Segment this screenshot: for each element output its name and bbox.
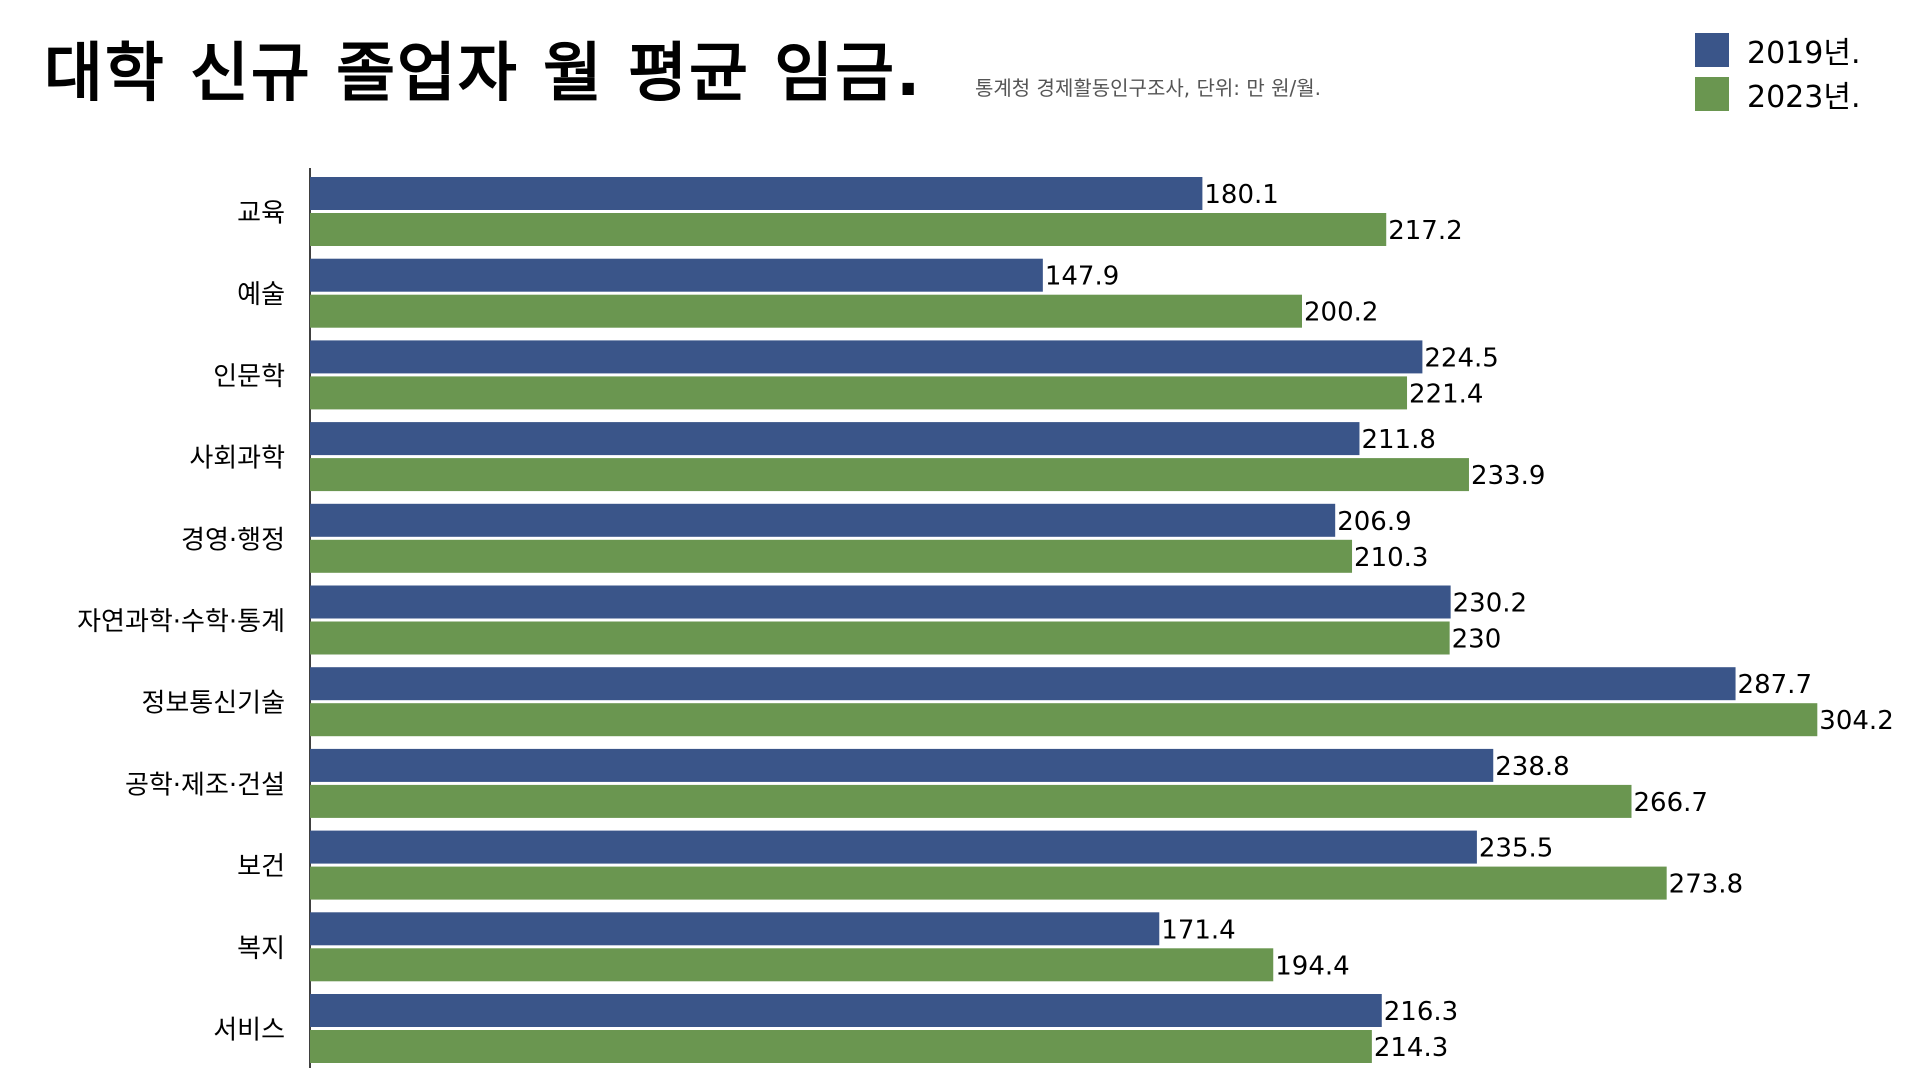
bar-2019 (310, 748, 1494, 782)
category-label: 보건 (237, 852, 285, 882)
bar-2019 (310, 177, 1203, 210)
data-label: 180.1 (1204, 180, 1278, 210)
data-label: 211.8 (1361, 425, 1435, 455)
data-label: 233.9 (1471, 461, 1545, 491)
data-label: 287.7 (1738, 670, 1812, 700)
data-label: 273.8 (1669, 870, 1743, 900)
bar-2023 (310, 294, 1302, 328)
data-label: 224.5 (1424, 343, 1498, 373)
category-label: 사회과학 (189, 444, 285, 474)
data-label: 304.2 (1819, 706, 1893, 736)
bar-2019 (310, 912, 1160, 946)
bar-2023 (310, 539, 1353, 573)
data-label: 214.3 (1374, 1033, 1448, 1063)
chart-title: 대학 신규 졸업자 월 평균 임금. (44, 37, 923, 111)
category-label: 교육 (237, 199, 285, 229)
legend-item-2019: 2019년. (1695, 28, 1860, 72)
legend-swatch-2023 (1695, 77, 1729, 111)
bar-2019 (310, 258, 1043, 292)
legend-swatch-2019 (1695, 33, 1729, 67)
bar-2019 (310, 667, 1736, 701)
data-label: 238.8 (1495, 752, 1569, 782)
bar-2023 (310, 621, 1450, 655)
bar-2023 (310, 703, 1818, 737)
data-label: 171.4 (1161, 915, 1235, 945)
bar-2023 (310, 866, 1667, 900)
category-label: 복지 (237, 934, 285, 964)
bar-2023 (310, 213, 1387, 246)
category-label: 공학·제조·건설 (125, 770, 285, 800)
bar-2023 (310, 376, 1408, 410)
legend: 2019년. 2023년. (1695, 28, 1860, 116)
bar-2023 (310, 1030, 1372, 1063)
bar-2019 (310, 830, 1477, 864)
data-label: 210.3 (1354, 543, 1428, 573)
data-label: 230.2 (1453, 589, 1527, 619)
bar-2019 (310, 340, 1423, 374)
data-label: 216.3 (1384, 997, 1458, 1027)
data-label: 206.9 (1337, 507, 1411, 537)
bar-2023 (310, 458, 1469, 492)
bar-2019 (310, 422, 1360, 456)
data-label: 266.7 (1633, 788, 1707, 818)
legend-label-2023: 2023년. (1747, 80, 1861, 115)
bar-2023 (310, 948, 1274, 982)
category-label: 서비스 (213, 1016, 285, 1046)
bar-2019 (310, 503, 1336, 537)
chart-subtitle: 통계청 경제활동인구조사, 단위: 만 원/월. (975, 76, 1322, 100)
category-label: 인문학 (213, 362, 285, 392)
data-label: 147.9 (1045, 262, 1119, 292)
data-label: 217.2 (1388, 216, 1462, 246)
category-label: 경영·행정 (181, 525, 285, 555)
data-label: 200.2 (1304, 298, 1378, 328)
bar-2019 (310, 585, 1451, 619)
data-label: 230 (1452, 625, 1502, 655)
category-label: 정보통신기술 (141, 689, 285, 719)
category-label: 자연과학·수학·통계 (77, 607, 285, 637)
data-label: 194.4 (1275, 951, 1349, 981)
legend-label-2019: 2019년. (1747, 36, 1861, 71)
category-label: 예술 (237, 280, 285, 310)
bar-2023 (310, 784, 1632, 818)
bar-2019 (310, 994, 1382, 1027)
data-label: 221.4 (1409, 379, 1483, 409)
legend-item-2023: 2023년. (1695, 72, 1860, 116)
data-label: 235.5 (1479, 834, 1553, 864)
